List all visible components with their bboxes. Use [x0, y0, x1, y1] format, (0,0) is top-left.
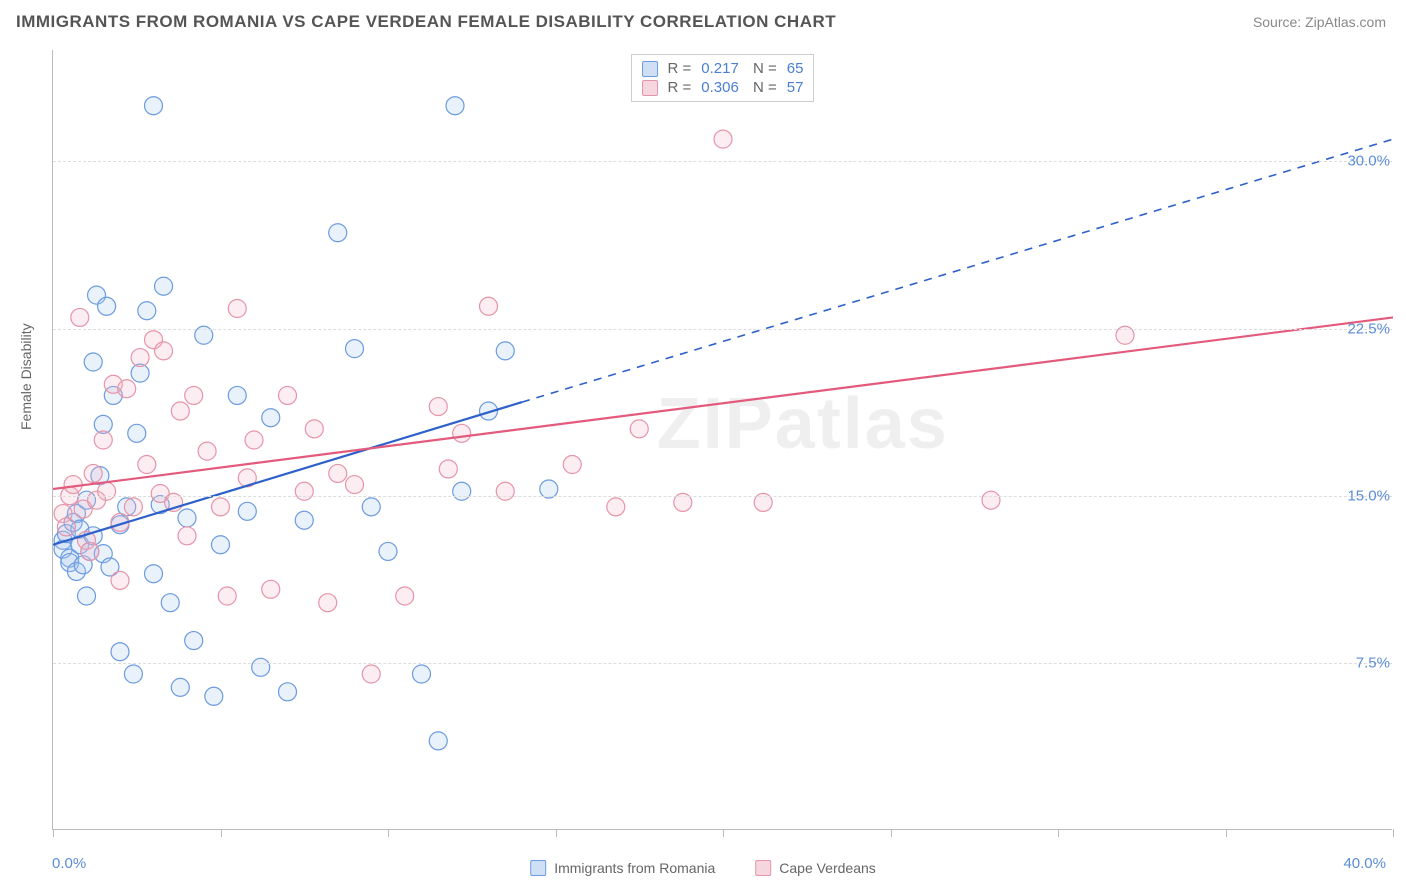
series-legend: Immigrants from Romania Cape Verdeans: [530, 860, 876, 876]
xtick: [891, 829, 892, 837]
xtick: [1393, 829, 1394, 837]
ytick-label: 30.0%: [1347, 153, 1390, 170]
chart-svg: [53, 50, 1393, 830]
ytick-label: 22.5%: [1347, 320, 1390, 337]
gridline-h: [53, 161, 1392, 162]
x-axis-max-label: 40.0%: [1343, 855, 1386, 872]
xtick: [1226, 829, 1227, 837]
xtick: [221, 829, 222, 837]
legend-label-1: Cape Verdeans: [779, 860, 876, 876]
gridline-h: [53, 496, 1392, 497]
xtick: [388, 829, 389, 837]
gridline-h: [53, 663, 1392, 664]
legend-label-0: Immigrants from Romania: [554, 860, 715, 876]
legend-swatch-1: [755, 860, 771, 876]
source-attribution: Source: ZipAtlas.com: [1253, 14, 1386, 30]
y-axis-label: Female Disability: [18, 323, 34, 430]
xtick: [53, 829, 54, 837]
swatch-series-0: [642, 61, 658, 77]
xtick: [1058, 829, 1059, 837]
legend-row-series-1: R =0.306 N =57: [642, 78, 804, 97]
gridline-h: [53, 329, 1392, 330]
x-axis-min-label: 0.0%: [52, 855, 86, 872]
swatch-series-1: [642, 80, 658, 96]
legend-row-series-0: R =0.217 N =65: [642, 59, 804, 78]
ytick-label: 7.5%: [1356, 654, 1390, 671]
xtick: [556, 829, 557, 837]
legend-swatch-0: [530, 860, 546, 876]
chart-plot-area: ZIPatlas R =0.217 N =65 R =0.306 N =57: [52, 50, 1392, 830]
legend-item-0: Immigrants from Romania: [530, 860, 715, 876]
ytick-label: 15.0%: [1347, 487, 1390, 504]
xtick: [723, 829, 724, 837]
correlation-legend: R =0.217 N =65 R =0.306 N =57: [631, 54, 815, 102]
chart-title: IMMIGRANTS FROM ROMANIA VS CAPE VERDEAN …: [16, 12, 836, 32]
legend-item-1: Cape Verdeans: [755, 860, 876, 876]
